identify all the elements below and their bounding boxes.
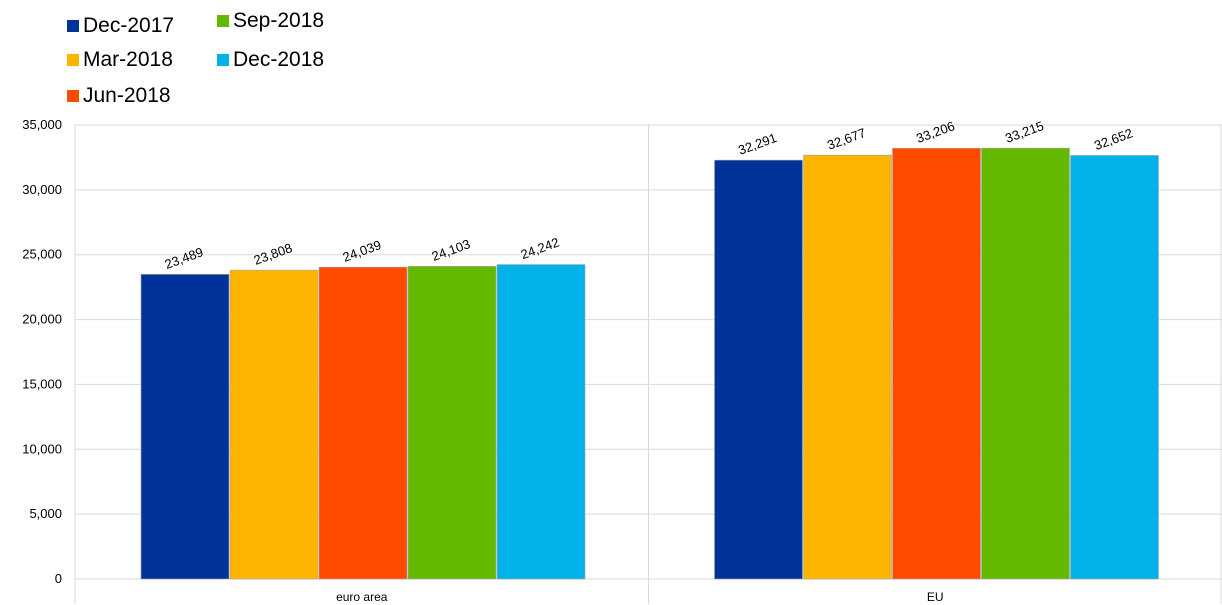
bar-mar-2018-euro-area	[229, 269, 319, 580]
bar-value-label: 24,242	[519, 234, 561, 262]
bar-sep-2018-eu	[981, 147, 1070, 580]
y-tick-label: 35,000	[22, 117, 62, 132]
bar-dec-2018-eu	[1070, 155, 1159, 580]
bar-value-label: 33,206	[914, 118, 956, 146]
chart-legend: Dec-2017 Mar-2018 Jun-2018 Sep-2018 Dec-…	[0, 0, 400, 110]
y-tick-label: 25,000	[22, 247, 62, 262]
x-category-label: EU	[927, 590, 944, 604]
y-tick-label: 0	[55, 571, 62, 586]
y-tick-label: 10,000	[22, 441, 62, 456]
bar-dec-2017-eu	[714, 159, 803, 580]
y-tick-label: 30,000	[22, 182, 62, 197]
bar-value-label: 32,677	[825, 125, 867, 153]
bar-value-label: 24,039	[341, 237, 383, 265]
x-category-label: euro area	[336, 590, 388, 604]
y-tick-label: 15,000	[22, 376, 62, 391]
bar-sep-2018-euro-area	[407, 266, 497, 580]
legend-swatch-mar-2018	[67, 54, 79, 66]
y-tick-label: 20,000	[22, 312, 62, 327]
x-axis-category-labels: euro area EU	[336, 590, 944, 604]
legend-item-dec-2017: Dec-2017	[67, 14, 174, 38]
legend-label-jun-2018: Jun-2018	[83, 84, 171, 107]
y-axis-tick-labels: 0 5,000 10,000 15,000 20,000 25,000 30,000 35,0…	[22, 117, 62, 586]
legend-label-dec-2018: Dec-2018	[233, 48, 325, 71]
bar-jun-2018-eu	[892, 147, 981, 580]
legend-swatch-sep-2018	[217, 15, 229, 27]
legend-item-sep-2018: Sep-2018	[217, 9, 324, 33]
bars	[140, 147, 1159, 580]
legend-label-mar-2018: Mar-2018	[83, 48, 173, 71]
legend-label-sep-2018: Sep-2018	[233, 9, 325, 32]
bar-value-label: 32,652	[1092, 125, 1134, 153]
bar-dec-2018-euro-area	[496, 264, 586, 580]
legend-item-mar-2018: Mar-2018	[67, 48, 173, 72]
bar-value-label: 33,215	[1003, 118, 1045, 146]
bar-value-label: 23,489	[163, 244, 205, 272]
bar-dec-2017-euro-area	[140, 274, 230, 580]
bar-mar-2018-eu	[803, 154, 892, 580]
legend-item-jun-2018: Jun-2018	[67, 84, 171, 108]
bar-value-label: 32,291	[736, 130, 778, 158]
legend-item-dec-2018: Dec-2018	[217, 48, 324, 72]
legend-swatch-dec-2018	[217, 54, 229, 66]
bar-value-label: 24,103	[430, 236, 472, 264]
bar-value-label: 23,808	[252, 240, 294, 268]
y-tick-label: 5,000	[29, 506, 62, 521]
legend-swatch-dec-2017	[67, 20, 79, 32]
bar-jun-2018-euro-area	[318, 266, 408, 580]
legend-label-dec-2017: Dec-2017	[83, 14, 175, 37]
legend-swatch-jun-2018	[67, 90, 79, 102]
